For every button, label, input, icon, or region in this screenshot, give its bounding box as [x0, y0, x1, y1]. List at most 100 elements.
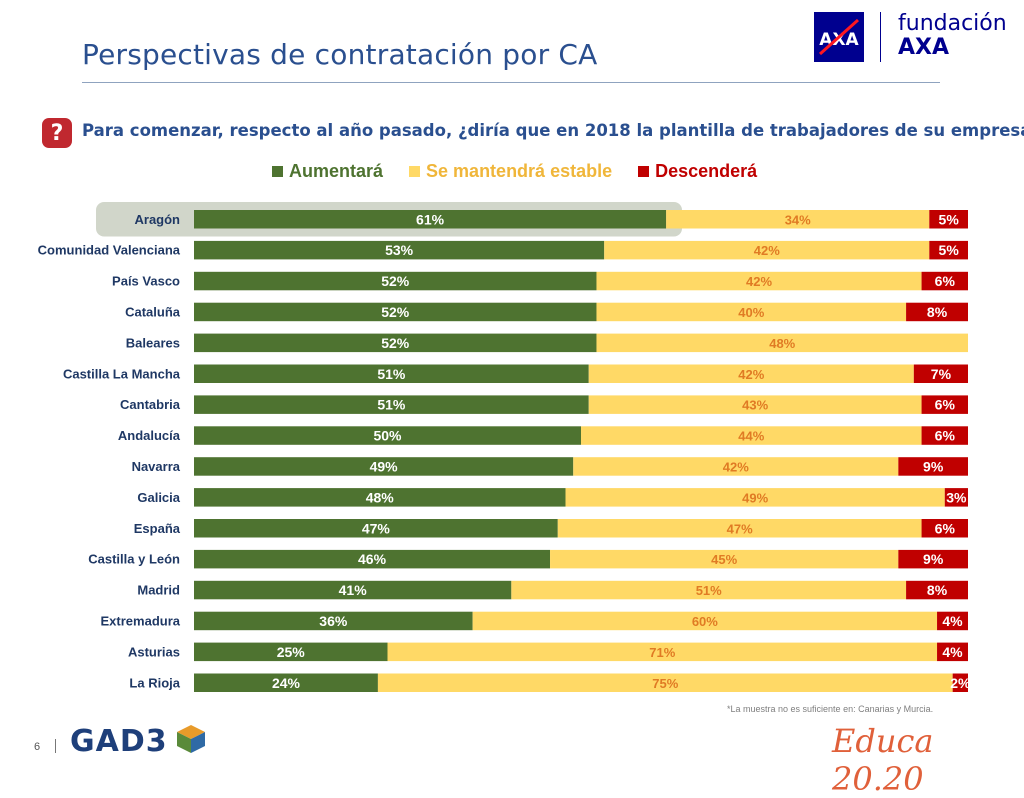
- data-label: 4%: [942, 644, 963, 660]
- category-label: La Rioja: [129, 675, 180, 690]
- category-label: Castilla La Mancha: [63, 366, 181, 381]
- data-label: 49%: [370, 458, 399, 474]
- bar-segment: [596, 333, 968, 353]
- gad3-cube-icon: [177, 725, 205, 753]
- data-label: 42%: [723, 459, 749, 474]
- legend-swatch-descendera: [638, 166, 650, 177]
- bar-segment: [581, 426, 922, 445]
- category-label: Castilla y León: [88, 552, 180, 567]
- data-label: 60%: [692, 614, 718, 629]
- category-label: Navarra: [132, 459, 181, 474]
- bar-segment: [194, 457, 574, 476]
- bar-segment: [898, 457, 968, 476]
- bar-segment: [573, 457, 899, 476]
- data-label: 71%: [649, 645, 675, 660]
- footnote: *La muestra no es suficiente en: Canaria…: [727, 704, 934, 714]
- bar-segment: [550, 549, 899, 569]
- legend-item-aumentara: Aumentará: [272, 161, 383, 182]
- bar-segment: [952, 673, 968, 692]
- bar-segment: [472, 611, 938, 631]
- title-divider: [82, 82, 940, 83]
- question-mark-icon: ?: [42, 118, 72, 148]
- data-label: 53%: [385, 242, 414, 258]
- legend-swatch-aumentara: [272, 166, 283, 177]
- legend-label-descendera: Descenderá: [655, 161, 758, 181]
- data-label: 5%: [939, 211, 960, 227]
- bar-segment: [565, 488, 945, 507]
- bar-segment: [898, 549, 968, 569]
- bar-segment: [194, 240, 605, 260]
- data-label: 45%: [711, 552, 737, 567]
- bar-segment: [937, 611, 968, 631]
- data-label: 9%: [923, 551, 944, 567]
- legend-item-descendera: Descenderá: [638, 161, 757, 182]
- bar-segment: [377, 673, 953, 692]
- data-label: 42%: [754, 243, 780, 258]
- logo-separator: [880, 12, 881, 62]
- data-label: 51%: [377, 366, 406, 382]
- bar-segment: [194, 395, 589, 414]
- bar-segment: [921, 395, 968, 414]
- bar-segment: [194, 333, 597, 353]
- legend-label-estable: Se mantendrá estable: [426, 161, 613, 181]
- bar-segment: [194, 519, 558, 538]
- bar-segment: [557, 519, 922, 538]
- data-label: 75%: [652, 676, 678, 691]
- bar-segment: [921, 519, 968, 538]
- bar-segment: [929, 240, 968, 260]
- data-label: 2%: [950, 675, 971, 691]
- bar-segment: [194, 302, 597, 322]
- axa-logo: AXA: [814, 12, 864, 62]
- bar-segment: [937, 642, 968, 662]
- bar-segment: [194, 549, 551, 569]
- data-label: 48%: [366, 489, 395, 505]
- bar-segment: [194, 210, 667, 229]
- data-label: 52%: [381, 304, 410, 320]
- category-label: Aragón: [135, 212, 181, 227]
- data-label: 43%: [742, 398, 768, 413]
- bar-segment: [194, 364, 589, 383]
- category-label: Baleares: [126, 335, 180, 350]
- data-label: 47%: [362, 520, 391, 536]
- data-label: 6%: [935, 428, 956, 444]
- bar-segment: [194, 611, 473, 631]
- bar-segment: [921, 271, 968, 291]
- educa-2020-logo: Educa 20.20: [832, 722, 934, 798]
- category-label: Cataluña: [125, 304, 181, 319]
- data-label: 36%: [319, 613, 348, 629]
- data-label: 7%: [931, 366, 952, 382]
- question-text: Para comenzar, respecto al año pasado, ¿…: [82, 121, 1024, 140]
- page-number: 6: [34, 741, 41, 753]
- bar-segment: [194, 426, 581, 445]
- category-label: Asturias: [128, 644, 180, 659]
- bar-segment: [906, 580, 968, 600]
- slide-title: Perspectivas de contratación por CA: [82, 38, 598, 71]
- data-label: 46%: [358, 551, 387, 567]
- data-label: 8%: [927, 304, 948, 320]
- bar-segment: [194, 580, 512, 600]
- data-label: 47%: [727, 521, 753, 536]
- bar-segment: [944, 488, 968, 507]
- category-label: Madrid: [137, 583, 180, 598]
- data-label: 8%: [927, 582, 948, 598]
- data-label: 61%: [416, 211, 445, 227]
- category-label: País Vasco: [112, 274, 180, 289]
- category-label: España: [134, 521, 181, 536]
- foundation-line2: AXA: [898, 35, 950, 60]
- page-separator: [55, 739, 56, 753]
- data-label: 41%: [339, 582, 368, 598]
- bar-segment: [511, 580, 907, 600]
- legend-swatch-estable: [409, 166, 421, 177]
- bar-segment: [194, 488, 566, 507]
- category-label: Andalucía: [118, 428, 181, 443]
- data-label: 3%: [946, 489, 967, 505]
- bar-segment: [921, 426, 968, 445]
- category-label: Comunidad Valenciana: [38, 243, 181, 258]
- bar-segment: [194, 673, 378, 692]
- data-label: 49%: [742, 490, 768, 505]
- bar-segment: [906, 302, 968, 322]
- bar-segment: [666, 210, 930, 229]
- data-label: 44%: [738, 429, 764, 444]
- category-label: Extremadura: [101, 613, 181, 628]
- legend-item-estable: Se mantendrá estable: [409, 161, 612, 182]
